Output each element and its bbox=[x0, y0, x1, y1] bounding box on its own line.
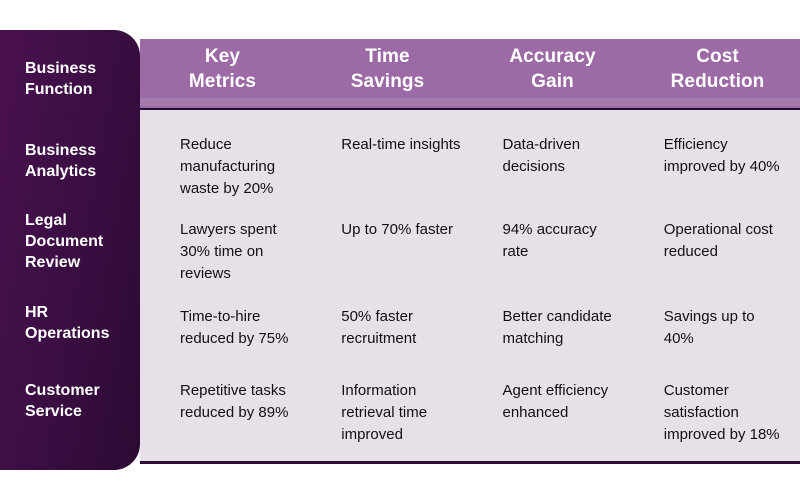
row-label-business-analytics: Business Analytics bbox=[25, 142, 97, 181]
business-function-column: Business Function Business Analytics Legal… bbox=[0, 30, 140, 470]
cell-cost-reduction: Savings up to 40% bbox=[663, 308, 755, 348]
header-cell-row: Key Metrics Time Savings Accuracy Gain C… bbox=[140, 39, 800, 108]
row-label-hr-operations: HR Operations bbox=[25, 304, 110, 343]
cell-key-metrics: Time-to-hire reduced by 75% bbox=[180, 308, 289, 348]
cell-accuracy-gain: Agent efficiency enhanced bbox=[502, 382, 609, 422]
cell-key-metrics: Reduce manufacturing waste by 20% bbox=[180, 136, 276, 198]
table-body-panel bbox=[140, 110, 800, 464]
cell-cost-reduction: Efficiency improved by 40% bbox=[663, 136, 780, 176]
cell-accuracy-gain: Better candidate matching bbox=[502, 308, 612, 348]
row-label-customer-service: Customer Service bbox=[25, 382, 100, 421]
column-header-line1: Accuracy bbox=[509, 46, 596, 68]
cell-accuracy-gain: Data-driven decisions bbox=[502, 136, 581, 176]
table-row: Reduce manufacturing waste by 20% Real-t… bbox=[140, 134, 800, 201]
table-rows: Reduce manufacturing waste by 20% Real-t… bbox=[140, 110, 800, 464]
table-row: Lawyers spent 30% time on reviews Up to … bbox=[140, 219, 800, 286]
table-row: Time-to-hire reduced by 75% 50% faster r… bbox=[140, 306, 800, 350]
column-header-accuracy-gain: Accuracy Gain bbox=[470, 39, 635, 108]
cell-time-savings: Up to 70% faster bbox=[341, 221, 453, 238]
column-header-time-savings: Time Savings bbox=[305, 39, 470, 108]
cell-time-savings: 50% faster recruitment bbox=[341, 308, 417, 348]
table-header-band: Key Metrics Time Savings Accuracy Gain C… bbox=[140, 39, 800, 110]
column-header-line1: Time bbox=[365, 46, 410, 68]
table-row: Repetitive tasks reduced by 89% Informat… bbox=[140, 380, 800, 447]
column-header-cost-reduction: Cost Reduction bbox=[635, 39, 800, 108]
column-header-key-metrics: Key Metrics bbox=[140, 39, 305, 108]
cell-key-metrics: Repetitive tasks reduced by 89% bbox=[180, 382, 289, 422]
column-header-line2: Savings bbox=[350, 70, 425, 92]
header-band-foot bbox=[140, 98, 800, 106]
cell-cost-reduction: Operational cost reduced bbox=[663, 221, 773, 261]
column-header-line2: Reduction bbox=[670, 70, 765, 92]
column-header-line1: Cost bbox=[696, 46, 739, 68]
row-label-legal-document-review: Legal Document Review bbox=[25, 212, 104, 272]
business-function-column-header: Business Function bbox=[25, 60, 97, 99]
column-header-line2: Metrics bbox=[188, 70, 257, 92]
cell-key-metrics: Lawyers spent 30% time on reviews bbox=[180, 221, 277, 283]
column-header-line1: Key bbox=[204, 46, 241, 68]
cell-time-savings: Information retrieval time improved bbox=[341, 382, 428, 444]
column-header-line2: Gain bbox=[531, 70, 574, 92]
cell-accuracy-gain: 94% accuracy rate bbox=[502, 221, 597, 261]
cell-time-savings: Real-time insights bbox=[341, 136, 461, 153]
cell-cost-reduction: Customer satisfaction improved by 18% bbox=[663, 382, 780, 444]
